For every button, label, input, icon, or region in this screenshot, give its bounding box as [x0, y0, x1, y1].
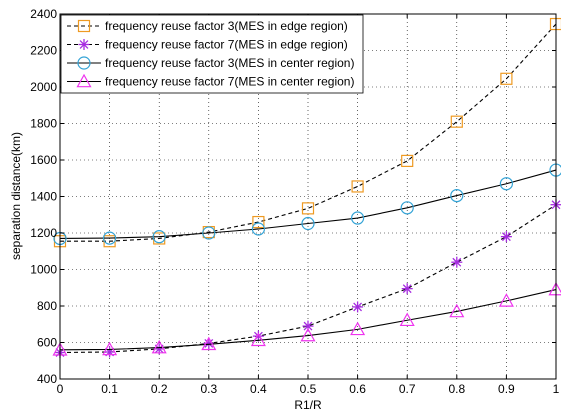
y-tick-label: 2200 [30, 44, 57, 58]
y-tick-label: 1000 [30, 263, 57, 277]
data-point-marker [102, 231, 117, 245]
y-tick-label: 600 [37, 336, 57, 350]
y-tick-label: 1800 [30, 117, 57, 131]
data-point-marker [300, 327, 316, 342]
legend-label: frequency reuse factor 3(MES in edge reg… [105, 19, 348, 33]
x-tick-label: 0.9 [498, 382, 515, 396]
data-point-marker [351, 211, 365, 225]
y-tick-label: 800 [37, 299, 57, 313]
x-tick-label: 0 [57, 382, 64, 396]
data-point-marker [451, 256, 463, 268]
legend: frequency reuse factor 3(MES in edge reg… [60, 14, 364, 94]
data-point-marker [351, 180, 364, 193]
legend-label: frequency reuse factor 7(MES in center r… [105, 75, 354, 89]
x-tick-label: 1 [553, 382, 560, 396]
data-point-marker [401, 283, 413, 295]
x-tick-label: 0.2 [151, 382, 168, 396]
y-tick-label: 1600 [30, 153, 57, 167]
data-point-marker [401, 154, 414, 168]
legend-entry: frequency reuse factor 7(MES in edge reg… [67, 38, 348, 52]
series-line [59, 204, 557, 354]
data-point-marker [201, 336, 217, 351]
series-group [52, 17, 561, 359]
data-point-marker [301, 216, 315, 231]
legend-marker [78, 39, 90, 50]
y-tick-label: 400 [37, 372, 57, 386]
data-point-marker [252, 215, 265, 229]
legend-label: frequency reuse factor 3(MES in center r… [105, 56, 354, 70]
legend-entry: frequency reuse factor 7(MES in center r… [67, 73, 354, 89]
legend-entry: frequency reuse factor 3(MES in center r… [67, 56, 354, 70]
y-tick-label: 1200 [30, 226, 57, 240]
data-point-marker [152, 230, 166, 244]
x-tick-label: 0.8 [448, 382, 465, 396]
x-tick-label: 0.6 [349, 382, 366, 396]
legend-label: frequency reuse factor 7(MES in edge reg… [105, 38, 348, 52]
y-axis-label: separation distance(km) [9, 132, 23, 260]
axis-ticks: 0 0.1 0.2 0.3 0.4 0.5 0.6 0.7 0.8 0.9 140060080010… [30, 7, 559, 396]
data-point-marker [350, 321, 366, 336]
legend-marker [77, 19, 91, 33]
x-tick-label: 0.7 [399, 382, 416, 396]
x-tick-label: 0.4 [250, 382, 267, 396]
data-point-marker [500, 72, 513, 85]
y-tick-label: 1400 [30, 190, 57, 204]
legend-marker [76, 73, 92, 88]
x-tick-label: 0.5 [300, 382, 317, 396]
x-axis-label: R1/R [294, 398, 322, 412]
legend-box [60, 14, 364, 94]
data-point-marker [400, 201, 414, 215]
data-point-marker [203, 337, 215, 349]
data-point-marker [151, 339, 167, 354]
data-point-marker [450, 188, 464, 203]
data-point-marker [102, 341, 118, 356]
data-point-marker [499, 177, 513, 191]
x-tick-label: 0.3 [200, 382, 217, 396]
data-point-marker [498, 293, 514, 307]
data-point-marker [500, 231, 512, 243]
data-point-marker [352, 301, 364, 313]
y-tick-label: 2000 [30, 80, 57, 94]
data-point-marker [202, 226, 216, 240]
data-point-marker [399, 312, 415, 327]
data-point-marker [250, 332, 266, 347]
series-line [59, 289, 557, 351]
data-point-marker [104, 346, 116, 358]
data-point-marker [301, 202, 315, 215]
series-line [59, 169, 557, 240]
data-point-marker [449, 303, 465, 318]
data-point-marker [450, 115, 463, 128]
data-point-marker [251, 222, 265, 236]
y-tick-label: 2400 [30, 7, 57, 21]
legend-entry: frequency reuse factor 3(MES in edge reg… [67, 19, 348, 33]
x-tick-label: 0.1 [101, 382, 118, 396]
legend-marker [77, 56, 91, 70]
